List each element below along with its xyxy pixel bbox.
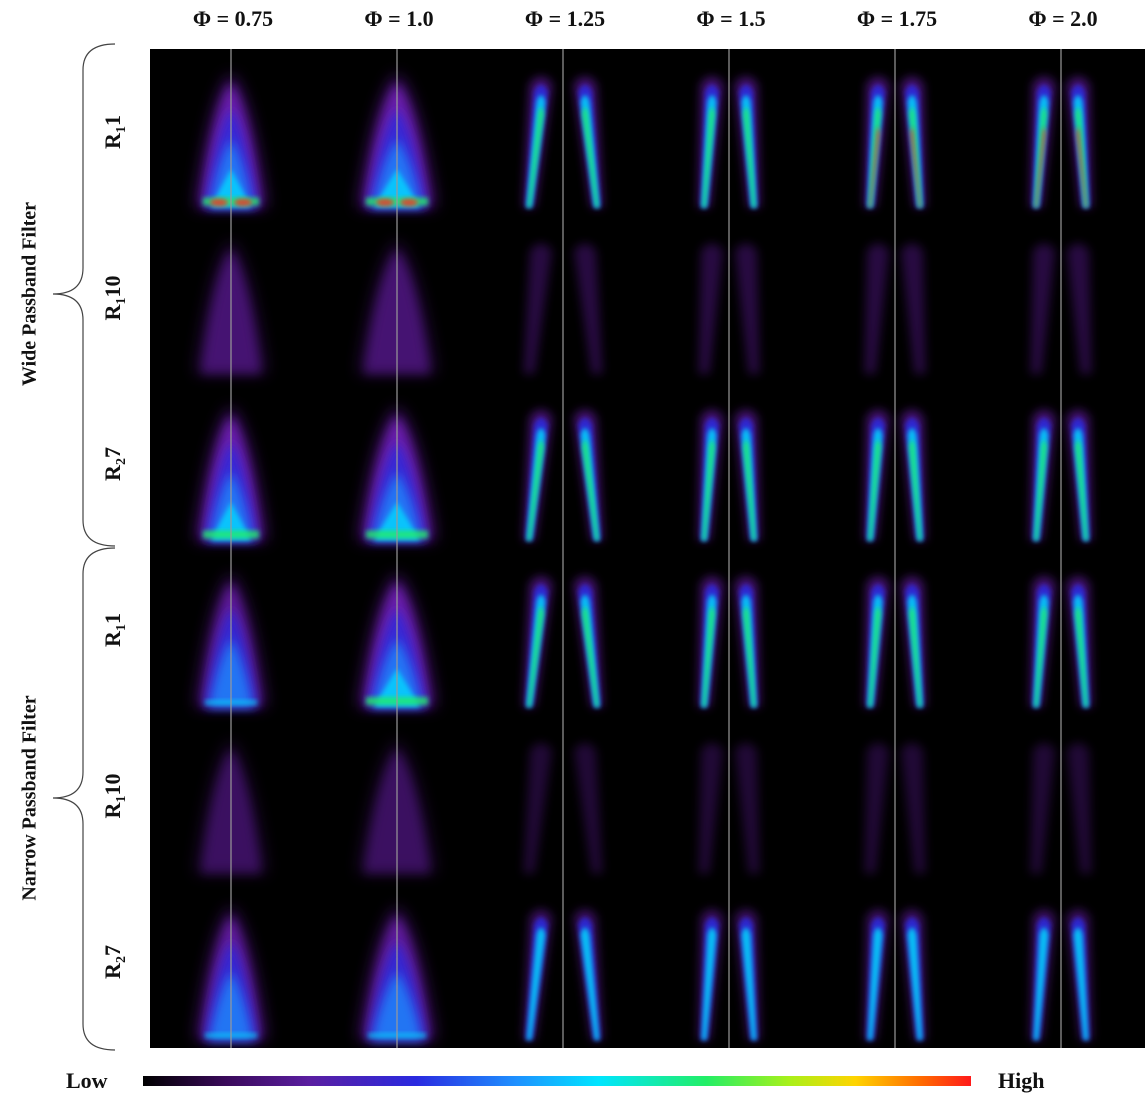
row-label-1: R110 xyxy=(99,275,130,321)
row-label-5: R27 xyxy=(99,945,130,979)
phi-label-3: Φ = 1.5 xyxy=(696,6,766,31)
group-label-narrow: Narrow Passband Filter xyxy=(18,695,41,901)
flame-cell-r4-c5 xyxy=(1030,743,1092,874)
flame-image-grid xyxy=(150,49,1145,1048)
flame-cell-r0-c2 xyxy=(523,77,603,208)
flame-cell-r0-c4 xyxy=(864,77,926,208)
flame-cell-r4-c4 xyxy=(864,743,926,874)
row-label-3: R11 xyxy=(99,613,130,647)
flame-cell-r3-c3 xyxy=(698,576,760,707)
flame-cell-r0-c5 xyxy=(1030,77,1092,208)
flame-image xyxy=(195,49,1092,1048)
flame-cell-r3-c4 xyxy=(864,576,926,707)
flame-cell-r3-c5 xyxy=(1030,576,1092,707)
flame-cell-r2-c5 xyxy=(1030,410,1092,541)
group-label-wide: Wide Passband Filter xyxy=(18,201,41,387)
flame-cell-r0-c3 xyxy=(698,77,760,208)
flame-cell-r1-c3 xyxy=(698,243,760,374)
flame-cell-r5-c5 xyxy=(1030,909,1092,1040)
colorbar-high-label: High xyxy=(998,1068,1045,1093)
flame-cell-r4-c2 xyxy=(523,743,603,874)
flame-cell-r4-c3 xyxy=(698,743,760,874)
phi-header-row: Φ = 0.75 Φ = 1.0 Φ = 1.25 Φ = 1.5 Φ = 1.… xyxy=(150,6,1145,36)
row-label-0: R11 xyxy=(99,115,130,149)
flame-cell-r2-c3 xyxy=(698,410,760,541)
group-braces xyxy=(52,43,116,1051)
phi-label-2: Φ = 1.25 xyxy=(524,6,606,31)
flame-cell-r5-c2 xyxy=(523,909,603,1040)
row-label-4: R110 xyxy=(99,773,130,819)
colorbar xyxy=(143,1076,971,1086)
phi-label-4: Φ = 1.75 xyxy=(856,6,938,31)
flame-cell-r1-c2 xyxy=(523,243,603,374)
flame-cell-r1-c5 xyxy=(1030,243,1092,374)
brace-narrow xyxy=(52,547,116,1051)
flame-cell-r2-c4 xyxy=(864,410,926,541)
colorbar-low-label: Low xyxy=(66,1068,108,1093)
flame-cell-r1-c4 xyxy=(864,243,926,374)
brace-wide xyxy=(52,43,116,547)
phi-label-0: Φ = 0.75 xyxy=(192,6,274,31)
flame-cell-r3-c2 xyxy=(523,576,603,707)
flame-cell-r2-c2 xyxy=(523,410,603,541)
row-label-2: R27 xyxy=(99,447,130,481)
phi-label-1: Φ = 1.0 xyxy=(364,6,434,31)
phi-label-5: Φ = 2.0 xyxy=(1028,6,1098,31)
flame-cell-r5-c4 xyxy=(864,909,926,1040)
flame-cell-r5-c3 xyxy=(698,909,760,1040)
